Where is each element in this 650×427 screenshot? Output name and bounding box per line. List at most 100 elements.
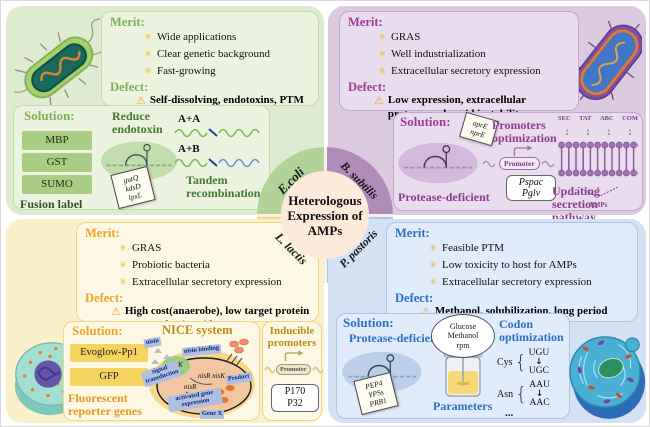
merit-text: Low toxicity to host for AMPs [441, 259, 577, 271]
merit-text: GRAS [131, 242, 162, 254]
dna-wave-icon [264, 366, 275, 373]
bubble-text: Methanol [447, 331, 479, 341]
protease-deficient-caption: Protease-deficient [349, 331, 441, 345]
merit-item: ✳ Extracellular secretory expression [119, 274, 312, 291]
promoter-name-box: P170 P32 [271, 384, 319, 412]
dna-wave-icon [311, 366, 323, 373]
merit-icon: ✳ [429, 243, 437, 254]
tandem-ab-wave [174, 158, 260, 168]
fusion-tag-stack: MBP GST SUMO [22, 131, 92, 197]
brace-glyph: { [514, 351, 527, 373]
reporter-tag: Evoglow-Pp1 [70, 344, 148, 362]
ppastoris-merit-panel: Merit: ✳ Feasible PTM ✳ Low toxicity to … [386, 222, 638, 322]
fusion-tag: GST [22, 153, 92, 172]
merit-text: Wide applications [156, 31, 237, 43]
amino-acid-label: Cys [497, 356, 513, 368]
codon-row: Cys { UGU ↓ UGC [497, 348, 549, 376]
merit-label: Merit: [85, 226, 120, 240]
amps-label: AMPs [588, 201, 608, 209]
defect-label: Defect: [85, 291, 124, 305]
promoter-name: P32 [287, 398, 303, 409]
merit-item: ✳ GRAS [119, 240, 312, 257]
parameters-caption: Parameters [433, 399, 493, 413]
merit-label: Merit: [348, 15, 383, 29]
merit-icon: ✳ [119, 243, 127, 254]
warning-icon: ⚠ [374, 94, 384, 107]
amps-converge-lines [577, 186, 619, 197]
nisr-nisk-label: nisR nisK [198, 372, 226, 380]
solution-label: Solution: [24, 108, 75, 123]
merit-icon: ✳ [378, 32, 386, 43]
merit-item: ✳ Fast-growing [144, 63, 312, 80]
channel-label: COM [622, 115, 638, 122]
merit-text: Fast-growing [156, 65, 216, 77]
defect-label: Defect: [110, 80, 149, 94]
dna-wave-icon [482, 160, 496, 167]
ecoli-expression-plasmid-illustration [100, 141, 178, 181]
merit-icon: ✳ [144, 32, 152, 43]
merit-item: ✳ Extracellular secretory expression [429, 274, 631, 291]
merit-item: ✳ Well industrialization [378, 46, 572, 63]
fusion-caption: Fusion label [20, 197, 83, 211]
merit-text: GRAS [390, 31, 421, 43]
channel-label: SEC [558, 115, 571, 122]
quadrant-ppastoris: Merit: ✳ Feasible PTM ✳ Low toxicity to … [328, 219, 646, 423]
ecoli-solution-panel: Solution: MBP GST SUMO Fusion label Redu… [13, 105, 270, 211]
codon-to: AAC [529, 398, 550, 408]
promoter-tag: Promoter [499, 157, 540, 170]
bsubtilis-bacterium-illustration [578, 20, 642, 101]
reporter-caption: Fluorescent reporter genes [68, 391, 142, 418]
promoters-optimization-caption: Promoters optimization [492, 118, 557, 145]
secretion-pathway-diagram: SEC TAT ABC COM [558, 115, 638, 209]
nice-system-diagram: nisin nisin binding nisK nisR nisK signa… [140, 336, 256, 420]
promoter-dna-widget: Promoter [264, 364, 323, 375]
promoter-name-box: Pspac Pglv [506, 175, 556, 201]
solution-label: Solution: [72, 323, 123, 338]
merit-icon: ✳ [119, 260, 127, 271]
membrane-illustration [558, 140, 638, 178]
merit-item: ✳ GRAS [378, 29, 572, 46]
brace-glyph: { [515, 383, 528, 405]
merit-icon: ✳ [144, 49, 152, 60]
ecoli-merit-panel: Merit: ✳ Wide applications ✳ Clear genet… [101, 11, 319, 108]
promoter-name: Pspac [518, 177, 544, 188]
bsubtilis-merit-list: ✳ GRAS ✳ Well industrialization ✳ Extrac… [378, 29, 572, 80]
protease-deficient-caption: Protease-deficient [398, 190, 490, 204]
merit-item: ✳ Probiotic bacteria [119, 257, 312, 274]
center-title: AMPs [307, 222, 343, 238]
merit-item: ✳ Feasible PTM [429, 240, 631, 257]
merit-text: Well industrialization [390, 48, 486, 60]
merit-text: Extracellular secretory expression [441, 276, 592, 288]
down-arrow-icon: ↓ [535, 357, 543, 367]
down-arrow-icon: ↓ [535, 389, 544, 399]
codon-row: Asn { AAU ↓ AAC [497, 380, 550, 408]
defect-label: Defect: [395, 291, 434, 305]
tandem-ab-label: A+B [178, 143, 200, 155]
dna-wave-icon [541, 160, 555, 167]
llactis-solution-panel: Solution: Evoglow-Pp1 GFP Fluorescent re… [63, 321, 260, 421]
merit-icon: ✳ [144, 66, 152, 77]
warning-icon: ⚠ [111, 305, 121, 318]
defect-label: Defect: [348, 80, 387, 94]
defect-row: ⚠ Self-dissolving, endotoxins, PTM [136, 94, 312, 108]
quadrant-bsubtilis: Merit: ✳ GRAS ✳ Well industrialization ✳… [328, 6, 646, 224]
center-title-circle: Heterologous Expression of AMPs [281, 171, 369, 259]
promoter-name: Pglv [521, 188, 541, 199]
merit-text: Feasible PTM [441, 242, 504, 254]
merit-text: Probiotic bacteria [131, 259, 210, 271]
bubble-text: Glucose [449, 321, 477, 331]
center-title: Expression of [287, 207, 363, 223]
merit-icon: ✳ [378, 66, 386, 77]
tandem-caption: Tandem recombination [186, 173, 261, 200]
endotoxin-gene-card: gutQ kdsD lpxL [110, 165, 156, 210]
secretion-up-arrows [566, 128, 631, 135]
merit-icon: ✳ [378, 49, 386, 60]
codon-column: AAU ↓ AAC [529, 380, 550, 408]
channel-label: TAT [579, 115, 592, 122]
tandem-aa-wave [174, 128, 260, 138]
channel-label: ABC [599, 115, 614, 122]
merit-text: Clear genetic background [156, 48, 270, 60]
bsubtilis-expression-plasmid-illustration [398, 142, 478, 184]
codon-to: UGC [528, 366, 549, 376]
ecoli-merit-list: ✳ Wide applications ✳ Clear genetic back… [144, 29, 312, 80]
